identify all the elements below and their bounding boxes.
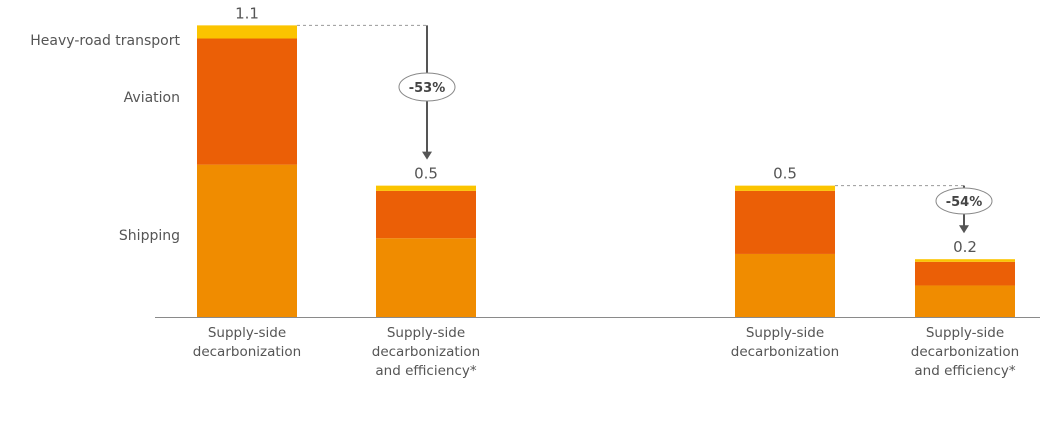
low-cost-scenario-box: Low-cost scenario xyxy=(718,390,1040,430)
arrow-head-icon xyxy=(959,225,969,234)
percent-change-oval xyxy=(935,187,993,215)
bars-layer xyxy=(197,25,1015,317)
bar-segment-aviation xyxy=(376,190,476,239)
percent-change-oval xyxy=(398,72,456,102)
category-label-line: Supply-side xyxy=(746,325,824,341)
category-label-line: and efficiency* xyxy=(914,363,1015,379)
bar-segment-aviation xyxy=(915,261,1015,286)
bar-segment-heavy-road-transport xyxy=(197,25,297,39)
total-value-label: 0.5 xyxy=(414,165,438,183)
bar-segment-shipping xyxy=(197,164,297,317)
total-value-label: 0.5 xyxy=(773,165,797,183)
series-label-aviation: Aviation xyxy=(124,90,180,106)
labels-layer: 1.1 0.5 0.5 0.2 Heavy-road transport Aviation… xyxy=(30,4,1019,379)
bar-segment-shipping xyxy=(735,253,835,317)
category-label-line: Supply-side xyxy=(926,325,1004,341)
total-value-label: 1.1 xyxy=(235,4,259,22)
category-label-line: and efficiency* xyxy=(375,363,476,379)
category-label-line: decarbonization xyxy=(193,344,301,360)
bar-segment-shipping xyxy=(376,238,476,317)
total-value-label: 0.2 xyxy=(953,238,977,256)
category-label-line: decarbonization xyxy=(911,344,1019,360)
category-label-line: Supply-side xyxy=(208,325,286,341)
category-label-line: decarbonization xyxy=(372,344,480,360)
connectors-layer: -53% -54% xyxy=(297,24,993,234)
low-cost-scenario-label: Low-cost scenario xyxy=(813,402,945,418)
bar-segment-aviation xyxy=(735,190,835,254)
series-label-shipping: Shipping xyxy=(119,228,180,244)
high-cost-scenario-label: High-cost scenario xyxy=(265,402,402,418)
high-cost-scenario-box: High-cost scenario xyxy=(157,390,510,430)
series-label-heavy-road: Heavy-road transport xyxy=(30,33,180,49)
category-label-line: decarbonization xyxy=(731,344,839,360)
bar-segment-aviation xyxy=(197,38,297,165)
category-label-line: Supply-side xyxy=(387,325,465,341)
bar-segment-heavy-road-transport xyxy=(915,259,1015,262)
percent-change-label: -54% xyxy=(946,195,983,210)
arrow-head-icon xyxy=(422,151,432,160)
bar-segment-heavy-road-transport xyxy=(735,185,835,191)
percent-change-label: -53% xyxy=(409,81,446,96)
bar-segment-shipping xyxy=(915,285,1015,317)
bar-segment-heavy-road-transport xyxy=(376,185,476,191)
